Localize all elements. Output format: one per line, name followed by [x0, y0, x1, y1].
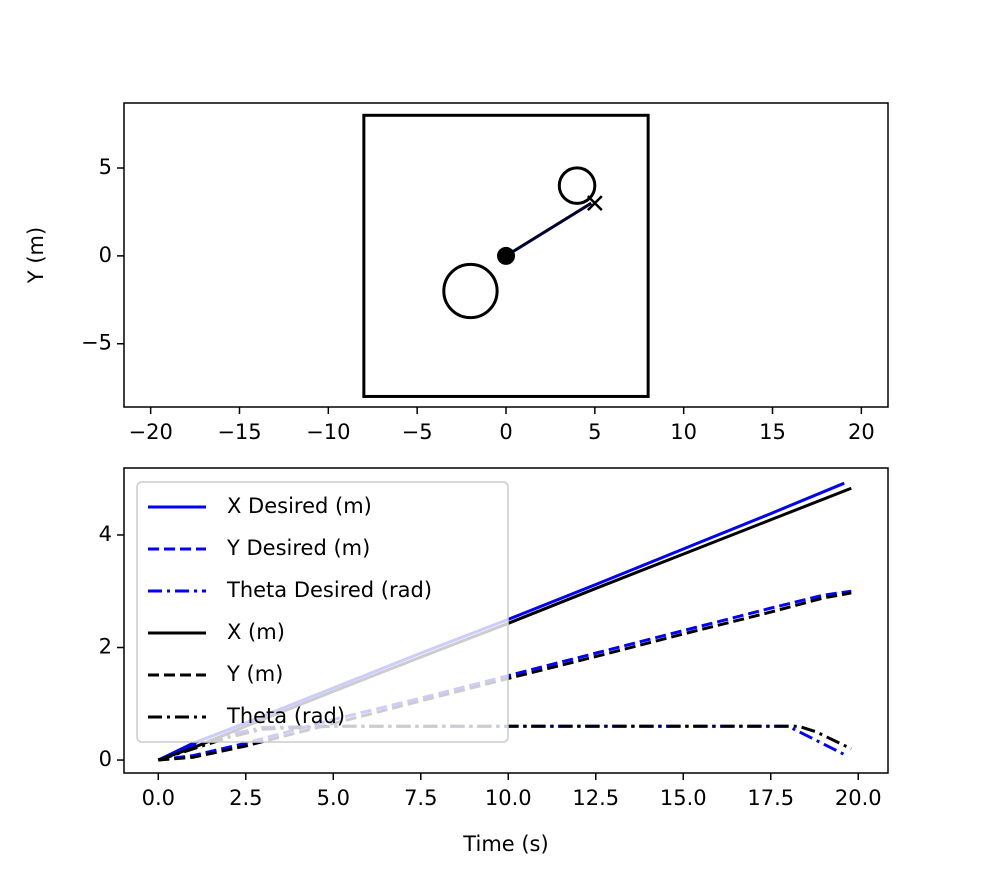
y-tick-label: 0: [99, 243, 112, 267]
start: [497, 246, 515, 265]
legend-box: [136, 481, 509, 743]
x-tick-label: 5: [588, 420, 601, 444]
x-tick-label: 15: [759, 420, 786, 444]
legend-label: Theta Desired (rad): [226, 578, 432, 602]
obstacle: [442, 262, 499, 320]
legend-label: Theta (rad): [226, 704, 345, 728]
plot-area: [362, 113, 650, 398]
y-tick-label: 2: [99, 635, 112, 659]
x-tick-label: 20: [848, 420, 875, 444]
axes-frame: [123, 102, 889, 408]
x-tick-label: 2.5: [229, 786, 262, 810]
y-tick-label: 0: [99, 747, 112, 771]
x-tick-label: 15.0: [660, 786, 707, 810]
legend-label: Y Desired (m): [226, 536, 370, 560]
x-tick-label: 7.5: [404, 786, 437, 810]
x-tick-label: 5.0: [317, 786, 350, 810]
obstacle: [557, 166, 597, 205]
x-tick-label: 10.0: [485, 786, 532, 810]
y-tick-label: 5: [99, 155, 112, 179]
y-tick-label: 4: [99, 522, 112, 546]
x-tick-label: 10: [670, 420, 697, 444]
boundary: [362, 113, 650, 398]
x-tick-label: −20: [128, 420, 172, 444]
y-tick-label: −5: [81, 331, 112, 355]
x-tick-label: 12.5: [572, 786, 619, 810]
legend-label: X (m): [227, 620, 285, 644]
series-line: [157, 724, 852, 762]
x-tick-label: −15: [217, 420, 261, 444]
x-tick-label: 17.5: [747, 786, 794, 810]
x-tick-label: 0.0: [142, 786, 175, 810]
x-tick-label: −5: [402, 420, 433, 444]
legend-label: Y (m): [226, 662, 283, 686]
y-axis-label: Y (m): [24, 227, 48, 284]
x-axis-label: Time (s): [462, 832, 548, 856]
goal: [586, 195, 603, 212]
path: [505, 201, 593, 258]
x-tick-label: −10: [306, 420, 350, 444]
x-tick-label: 20.0: [835, 786, 882, 810]
axes-frame: [123, 467, 889, 774]
x-tick-label: 0: [499, 420, 512, 444]
legend-label: X Desired (m): [227, 494, 372, 518]
